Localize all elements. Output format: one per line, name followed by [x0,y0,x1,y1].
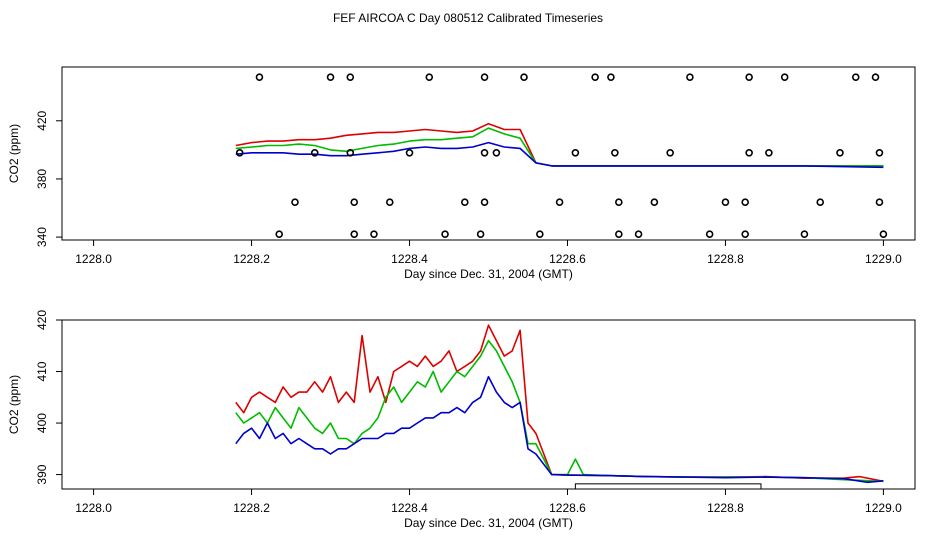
data-marker [480,198,489,207]
data-marker [255,73,264,81]
data-marker [425,73,434,81]
data-marker [875,148,884,157]
y-axis-label: CO2 (ppm) [7,124,21,183]
data-marker [705,230,714,238]
figure-title: FEF AIRCOA C Day 080512 Calibrated Times… [333,11,603,25]
y-axis-label: CO2 (ppm) [7,375,21,434]
data-marker [871,73,880,81]
x-tick-label: 1228.6 [549,252,586,266]
data-marker [275,230,283,238]
data-marker [634,230,643,238]
y-tick-label: 420 [35,110,49,130]
data-marker [666,148,674,157]
series-line-green [235,339,884,483]
series-line-red [235,122,884,167]
data-marker [346,73,355,81]
data-marker [350,198,359,207]
data-marker [461,198,469,207]
data-marker [741,198,749,207]
x-axis-label: Day since Dec. 31, 2004 (GMT) [404,516,573,530]
bottom-panel: 1228.0 1228.2 1228.4 1228.6 1228.8 1229.0 390 4… [7,310,916,530]
series-line-blue [235,375,884,484]
reference-span-box [574,483,762,490]
plot-frame [61,319,916,490]
data-marker [405,148,414,157]
data-marker [650,198,659,207]
data-marker [571,148,580,157]
series-line-red [235,324,884,483]
x-tick-label: 1228.0 [75,501,112,515]
data-marker [370,230,378,238]
data-marker [745,148,753,157]
x-tick-label: 1229.0 [865,501,902,515]
data-marker [441,230,449,238]
plot-frame [61,66,916,241]
data-marker [235,148,244,157]
data-marker [780,73,789,81]
top-panel: 1228.0 1228.2 1228.4 1228.6 1228.8 1229.0 340 3… [7,66,916,281]
data-marker [346,148,355,157]
x-tick-label: 1228.2 [233,252,270,266]
data-marker [800,230,809,238]
data-marker [326,73,335,81]
x-tick-label: 1228.0 [75,252,112,266]
data-marker [816,198,825,207]
series-line-blue [235,141,884,169]
data-marker [476,230,485,238]
data-marker [875,198,884,207]
data-marker [350,230,359,238]
data-marker [721,198,730,207]
data-marker [480,73,489,81]
x-tick-label: 1228.4 [391,501,428,515]
x-tick-label: 1229.0 [865,252,902,266]
x-tick-label: 1228.8 [707,501,744,515]
data-marker [836,148,844,157]
data-marker [607,73,615,81]
x-tick-label: 1228.2 [233,501,270,515]
y-tick-label: 390 [35,464,49,484]
data-marker [480,148,489,157]
data-marker [310,148,319,157]
series-line-green [235,127,884,167]
data-marker [765,148,773,157]
data-marker [741,230,749,238]
data-marker [686,73,694,81]
data-marker [492,148,501,157]
data-marker [385,198,394,207]
data-marker [591,73,599,81]
x-tick-label: 1228.6 [549,501,586,515]
data-marker [851,73,860,81]
data-marker [555,198,564,207]
y-tick-label: 380 [35,169,49,189]
x-axis-label: Day since Dec. 31, 2004 (GMT) [404,267,573,281]
x-tick-label: 1228.4 [391,252,428,266]
data-marker [520,73,528,81]
data-marker [611,148,619,157]
y-tick-label: 340 [35,227,49,247]
data-marker [615,230,623,238]
y-tick-label: 400 [35,413,49,433]
data-marker [291,198,299,207]
x-tick-label: 1228.8 [707,252,744,266]
data-marker [615,198,623,207]
data-marker [536,230,544,238]
data-marker [745,73,753,81]
data-marker [879,230,888,238]
y-tick-label: 410 [35,361,49,381]
y-tick-label: 420 [35,310,49,330]
